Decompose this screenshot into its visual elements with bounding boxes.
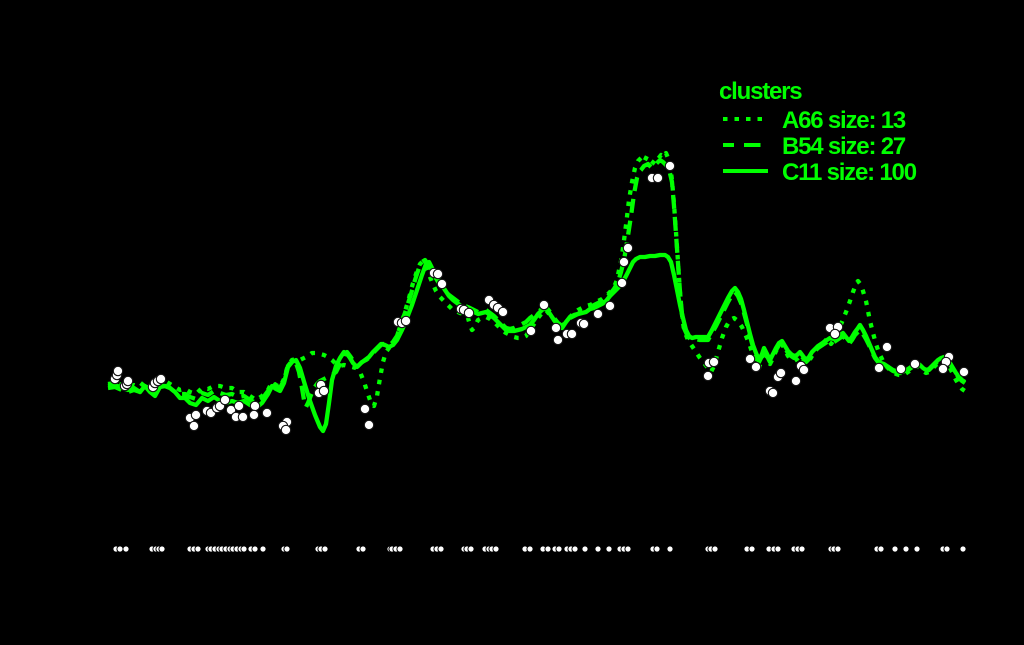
svg-text:B54 size: 27: B54 size: 27: [782, 133, 906, 160]
svg-text:A66 size: 13: A66 size: 13: [782, 107, 906, 134]
svg-text:clusters: clusters: [719, 78, 802, 105]
svg-text:C11 size: 100: C11 size: 100: [782, 159, 917, 186]
